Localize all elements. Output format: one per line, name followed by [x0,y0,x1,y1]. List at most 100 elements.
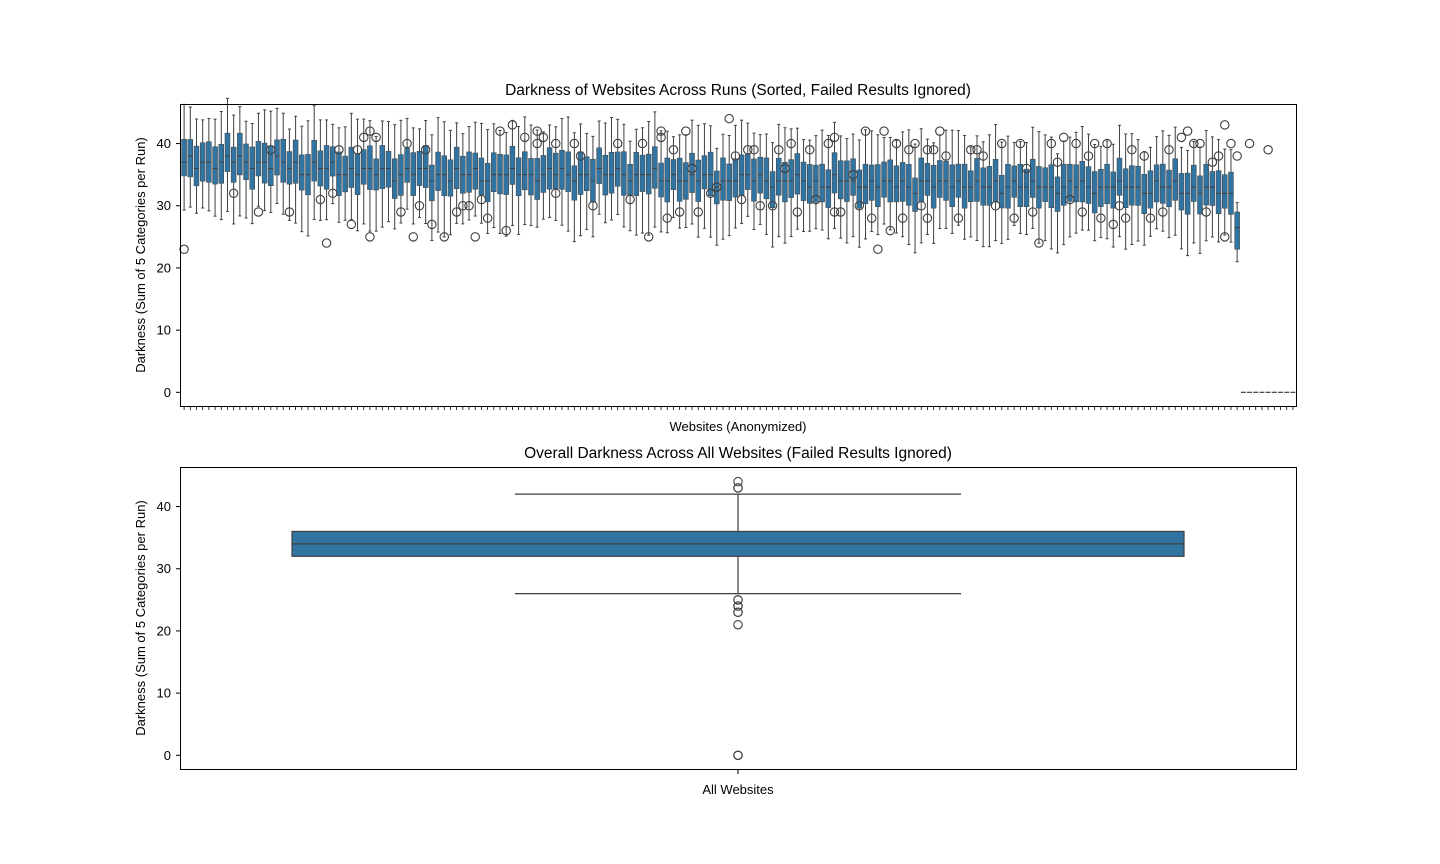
outlier-point [804,145,815,155]
outlier-point [922,145,933,155]
outlier-point [1213,151,1224,161]
outlier-point [978,151,988,161]
outlier-point [420,145,431,155]
website-box [274,139,280,176]
website-box [652,146,658,189]
outlier-point [396,207,406,217]
website-box [559,149,565,190]
website-box [1091,171,1098,214]
chart-1-frame [180,104,1297,407]
website-box [732,158,739,198]
outlier-point [1195,138,1205,149]
website-box [999,174,1005,209]
website-box [1030,158,1036,198]
outlier-point [687,163,697,174]
outlier-point [712,182,722,192]
y-tick-label: 40 [157,499,171,514]
y-tick-label: 30 [157,198,171,213]
website-box [868,164,875,201]
outlier-point [1083,151,1094,161]
website-box [218,144,224,184]
website-box [361,149,367,185]
website-box [1048,164,1055,208]
outlier-point [643,232,654,242]
website-box [807,164,813,204]
outlier-point [1158,207,1168,217]
outlier-point [724,113,734,124]
outlier-point [755,200,765,211]
website-box [968,170,974,203]
overall-boxplot-panel: Overall Darkness Across All Websites (Fa… [133,445,1297,797]
website-box [193,145,200,187]
y-tick-label: 20 [157,260,171,275]
outlier-point [733,607,743,618]
outlier-point [966,145,976,155]
chart-1-y-axis-label: Darkness (Sum of 5 Categories per Run) [133,137,148,373]
outlier-point [774,145,784,155]
website-box [875,164,881,208]
outlier-point [532,138,542,149]
y-tick-label: 10 [157,323,171,338]
website-box [1222,174,1228,209]
outlier-point [780,163,790,174]
outlier-point [792,207,803,217]
outlier-point [743,145,753,155]
chart-2-y-axis: 0 10 20 30 40 [157,499,181,763]
outlier-point [507,120,518,130]
website-box [899,162,906,202]
website-box [1153,164,1160,203]
website-box [268,145,274,187]
chart-2-frame [180,467,1297,770]
outlier-point [569,138,580,149]
website-box [1067,163,1073,202]
outlier-point [891,138,902,149]
outlier-point [470,232,480,242]
outlier-point [749,145,759,155]
website-box [491,152,497,192]
website-box [410,152,417,196]
outlier-point [1127,145,1137,155]
website-box [441,155,447,197]
website-box [534,158,540,200]
outlier-point [284,207,295,217]
website-box [738,154,745,197]
website-box [255,141,262,177]
website-box [230,146,237,183]
outlier-point [848,169,858,180]
outlier-point [1164,145,1174,155]
outlier-point [1089,138,1100,149]
website-box [348,146,355,188]
outlier-point [736,194,747,205]
outlier-point [352,145,363,155]
outlier-point [885,225,896,236]
outlier-point [656,126,666,136]
y-tick-label: 10 [157,686,171,701]
outlier-point [904,145,914,155]
outlier-point [575,151,586,161]
y-tick-label: 40 [157,136,171,151]
website-box [881,161,887,198]
outlier-point [482,213,493,223]
website-box [862,163,869,205]
website-box [1011,165,1017,198]
website-box [311,140,317,182]
outlier-point [990,200,1001,211]
chart-2-title: Overall Darkness Across All Websites (Fa… [524,445,952,462]
outlier-point [179,244,189,255]
outlier-point [733,619,743,630]
chart-2-x-axis: All Websites [702,769,774,797]
website-box [1116,157,1123,196]
y-tick-label: 0 [164,748,171,763]
website-box [1160,163,1166,204]
website-box [1110,171,1116,209]
website-box [1209,171,1216,206]
website-box [1178,173,1185,211]
outlier-point [315,194,326,205]
outlier-point [1046,138,1057,149]
outlier-point [1176,132,1187,143]
outlier-point [228,188,239,199]
outlier-point [358,132,369,143]
website-box [645,153,652,195]
website-box [1147,170,1154,209]
website-box [813,164,819,203]
